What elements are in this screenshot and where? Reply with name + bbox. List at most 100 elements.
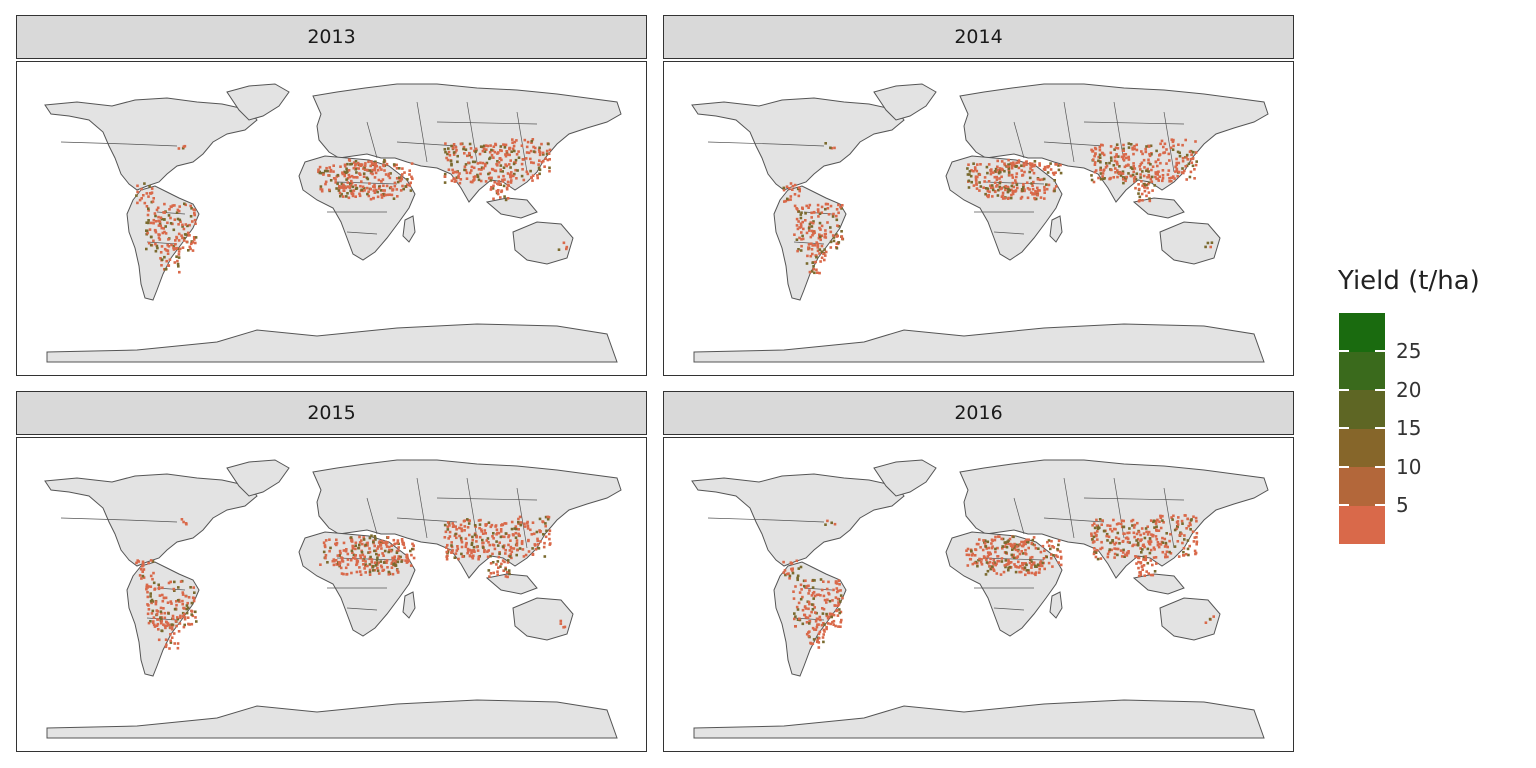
yield-cell	[188, 223, 191, 227]
legend-tick-mark	[1375, 504, 1385, 506]
yield-cell	[395, 551, 399, 554]
yield-cell	[408, 169, 411, 172]
yield-cell	[497, 175, 500, 179]
yield-cell	[485, 161, 489, 165]
yield-cell	[999, 170, 1002, 174]
yield-cell	[500, 190, 503, 194]
yield-cell	[1022, 186, 1025, 189]
yield-cell	[1185, 164, 1189, 168]
facet-panel-2016: 2016	[663, 391, 1294, 752]
yield-cell	[466, 154, 469, 158]
yield-cell	[1109, 527, 1112, 531]
yield-cell	[804, 579, 807, 582]
yield-cell	[1168, 177, 1171, 180]
yield-cell	[1115, 155, 1118, 158]
yield-cell	[470, 543, 474, 546]
yield-cell	[997, 559, 1001, 563]
yield-cell	[1046, 540, 1049, 544]
yield-cell	[1165, 148, 1168, 151]
yield-cell	[1118, 542, 1121, 545]
yield-cell	[1139, 547, 1142, 550]
yield-cell	[147, 608, 151, 611]
yield-cell	[1155, 562, 1158, 565]
yield-cell	[991, 186, 995, 190]
yield-cell	[1144, 147, 1147, 151]
yield-cell	[360, 550, 364, 554]
yield-cell	[406, 178, 409, 181]
yield-cell	[149, 592, 152, 595]
yield-cell	[512, 174, 515, 178]
yield-cell	[470, 551, 473, 555]
yield-cell	[501, 180, 505, 183]
yield-cell	[178, 270, 181, 274]
yield-cell	[497, 180, 501, 183]
yield-cell	[154, 242, 157, 246]
yield-cell	[341, 171, 344, 174]
yield-cell	[456, 547, 460, 551]
yield-cell	[521, 158, 525, 161]
yield-cell	[410, 175, 413, 179]
yield-cell	[354, 544, 357, 547]
country-border	[436, 497, 538, 501]
yield-cell	[447, 548, 450, 552]
yield-cell	[482, 167, 485, 170]
yield-cell	[1147, 161, 1150, 165]
yield-cell	[1050, 553, 1053, 556]
yield-cell	[976, 564, 979, 568]
yield-cell	[380, 547, 383, 550]
yield-cell	[791, 569, 794, 572]
yield-cell	[483, 549, 486, 552]
yield-cell	[343, 163, 347, 167]
yield-cell	[995, 185, 998, 188]
yield-cell	[1124, 179, 1127, 183]
yield-cell	[791, 185, 795, 188]
yield-cell	[1135, 562, 1138, 565]
yield-cell	[1151, 189, 1154, 192]
yield-cell	[837, 225, 841, 228]
yield-cell	[789, 198, 792, 201]
yield-cell	[161, 231, 165, 235]
yield-cell	[169, 641, 173, 644]
yield-cell	[1135, 539, 1138, 542]
yield-cell	[173, 589, 176, 592]
yield-cell	[1033, 163, 1037, 167]
yield-cell	[189, 586, 192, 589]
yield-cell	[1054, 554, 1058, 557]
yield-cell	[390, 566, 394, 569]
yield-cell	[824, 523, 827, 526]
yield-cell	[182, 625, 186, 629]
yield-cell	[149, 192, 153, 195]
yield-cell	[788, 574, 792, 578]
yield-cell	[1028, 170, 1031, 174]
yield-cell	[1043, 549, 1046, 553]
yield-cell	[1001, 547, 1004, 550]
yield-cell	[455, 149, 458, 152]
yield-cell	[158, 238, 162, 241]
yield-cell	[809, 642, 813, 645]
landmass	[402, 591, 416, 619]
yield-cell	[1000, 537, 1003, 541]
yield-cell	[1171, 140, 1175, 144]
yield-cell	[176, 616, 179, 619]
yield-cell	[443, 536, 447, 539]
yield-cell	[171, 617, 175, 620]
yield-cell	[1116, 175, 1119, 179]
yield-cell	[336, 173, 340, 177]
yield-cell	[360, 188, 363, 192]
yield-cell	[489, 179, 493, 182]
yield-cell	[1113, 552, 1117, 556]
yield-cell	[522, 555, 526, 558]
yield-cell	[1127, 146, 1131, 149]
yield-cell	[475, 540, 478, 543]
yield-cell	[807, 607, 810, 611]
yield-cell	[157, 236, 161, 239]
yield-cell	[162, 227, 165, 230]
yield-cell	[362, 563, 365, 566]
yield-cell	[503, 560, 506, 564]
yield-cell	[181, 146, 185, 150]
yield-cell	[815, 617, 819, 621]
yield-cell	[1192, 150, 1195, 154]
yield-cell	[815, 625, 819, 629]
yield-cell	[489, 188, 493, 191]
yield-cell	[494, 524, 498, 527]
